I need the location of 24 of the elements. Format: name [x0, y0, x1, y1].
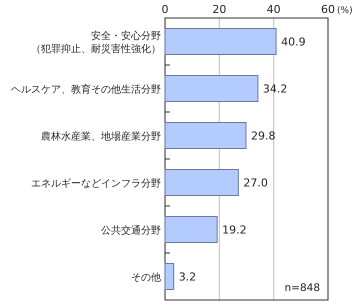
y-tick-label: ヘルスケア、教育その他生活分野: [11, 84, 161, 96]
x-axis-title: (%): [337, 6, 353, 16]
data-label: 3.2: [178, 270, 196, 284]
data-label: 40.9: [281, 36, 306, 48]
data-label: 29.8: [250, 130, 276, 142]
bar: [164, 122, 246, 149]
x-tick-label: 0: [162, 3, 168, 16]
bar: [164, 263, 174, 290]
x-tick-label: 40: [266, 3, 281, 16]
y-tick-label: 安全・安心分野（犯罪抑止、耐災害性強化）: [31, 30, 161, 55]
bar: [164, 216, 218, 243]
y-tick-label: エネルギーなどインフラ分野: [31, 178, 161, 190]
data-label: 19.2: [222, 224, 247, 236]
x-tick-label: 60: [321, 3, 335, 16]
y-tick-label: 農林水産業、地場産業分野: [41, 130, 161, 142]
annotation: n=848: [284, 282, 320, 294]
bar: [164, 28, 277, 55]
y-tick-label: その他: [131, 272, 161, 284]
bar: [164, 169, 239, 196]
data-label: 27.0: [243, 176, 268, 190]
bar: [164, 75, 258, 102]
x-tick-label: 20: [212, 3, 226, 16]
data-label: 34.2: [262, 82, 288, 96]
y-tick-label: 公共交通分野: [101, 224, 161, 236]
